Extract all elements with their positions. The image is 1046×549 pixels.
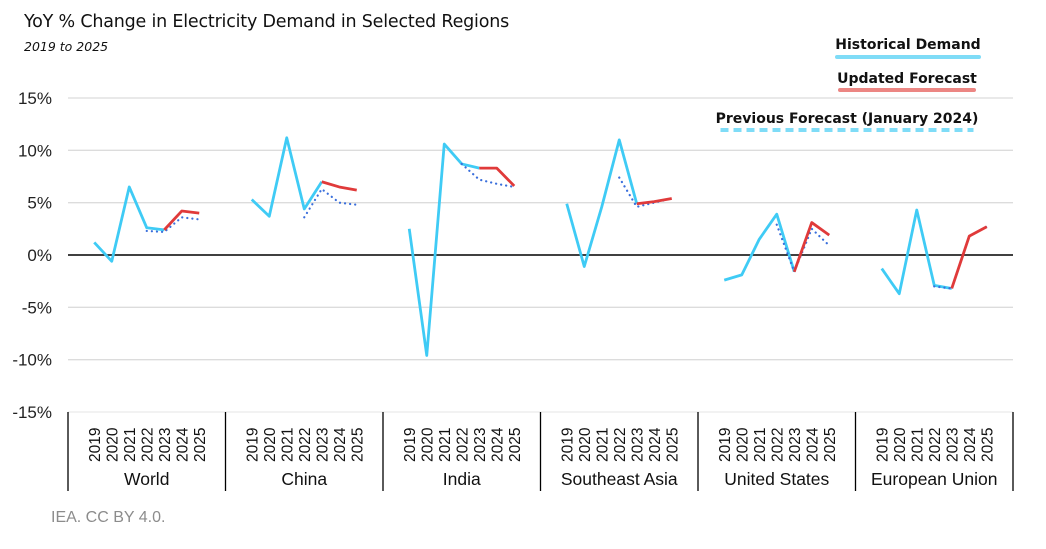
x-tick-label: 2024	[174, 427, 191, 462]
x-tick-label: 2021	[752, 428, 769, 462]
x-tick-label: 2025	[822, 428, 839, 462]
x-tick-label: 2020	[577, 427, 594, 462]
series-line-historical-united-states	[723, 212, 796, 282]
legend: Historical Demand Updated Forecast Previou…	[715, 30, 982, 139]
x-tick-label: 2020	[734, 427, 751, 462]
x-tick-label: 2019	[87, 428, 104, 462]
chart-title: YoY % Change in Electricity Demand in Se…	[24, 12, 510, 32]
x-tick-label: 2020	[419, 427, 436, 462]
x-tick-label: 2023	[157, 428, 174, 462]
series-line-previous-forecast-india	[460, 162, 516, 189]
legend-background	[715, 103, 980, 139]
y-tick-label: -15%	[12, 403, 52, 422]
x-tick-label: 2025	[664, 428, 681, 462]
x-tick-label: 2024	[332, 427, 349, 462]
y-axis: 15% 10% 5% 0% -5% -10% -15%	[12, 89, 52, 422]
x-group-label: India	[443, 469, 481, 489]
y-tick-label: 15%	[18, 89, 52, 108]
x-tick-label: 2020	[104, 427, 121, 462]
series-lines	[93, 136, 988, 357]
x-group-label: Southeast Asia	[561, 469, 678, 489]
x-tick-label: 2019	[244, 428, 261, 462]
x-tick-label: 2025	[507, 428, 524, 462]
x-group-label: China	[281, 469, 327, 489]
x-tick-label: 2020	[892, 427, 909, 462]
x-tick-label: 2021	[279, 428, 296, 462]
legend-label: Updated Forecast	[837, 71, 977, 87]
x-tick-label: 2025	[349, 428, 366, 462]
x-tick-label: 2024	[962, 427, 979, 462]
x-tick-label: 2019	[402, 428, 419, 462]
x-tick-label: 2023	[314, 428, 331, 462]
x-tick-label: 2021	[437, 428, 454, 462]
x-tick-label: 2019	[874, 428, 891, 462]
x-tick-label: 2025	[192, 428, 209, 462]
y-tick-label: -10%	[12, 351, 52, 370]
series-line-previous-forecast-european-union	[933, 225, 988, 290]
series-line-historical-world	[93, 185, 165, 263]
chart-subtitle: 2019 to 2025	[24, 39, 109, 54]
x-tick-label: 2022	[769, 428, 786, 462]
x-tick-label: 2024	[804, 427, 821, 462]
y-tick-label: 10%	[18, 141, 52, 160]
x-group-label: World	[124, 469, 169, 489]
x-tick-label: 2020	[262, 427, 279, 462]
x-tick-label: 2022	[612, 428, 629, 462]
x-tick-label: 2019	[717, 428, 734, 462]
x-tick-label: 2022	[927, 428, 944, 462]
x-tick-label: 2023	[944, 428, 961, 462]
x-tick-label: 2024	[647, 427, 664, 462]
gridlines	[68, 97, 1013, 413]
x-tick-label: 2023	[629, 428, 646, 462]
x-tick-label: 2021	[909, 428, 926, 462]
x-group-label: European Union	[871, 469, 997, 489]
x-tick-label: 2025	[979, 428, 996, 462]
x-tick-label: 2021	[122, 428, 139, 462]
source-note: IEA. CC BY 4.0.	[51, 509, 166, 526]
x-group-label: United States	[724, 469, 829, 489]
series-line-updated-forecast-european-union	[950, 225, 988, 289]
x-tick-label: 2022	[297, 428, 314, 462]
y-tick-label: 5%	[27, 194, 52, 213]
legend-label: Historical Demand	[835, 37, 980, 53]
series-line-historical-european-union	[880, 208, 952, 296]
series-line-historical-india	[407, 142, 480, 357]
y-tick-label: -5%	[22, 298, 52, 317]
legend-label: Previous Forecast (January 2024)	[716, 111, 979, 127]
x-tick-label: 2022	[454, 428, 471, 462]
x-tick-label: 2023	[472, 428, 489, 462]
series-line-previous-forecast-united-states	[775, 223, 831, 273]
x-tick-label: 2023	[787, 428, 804, 462]
x-tick-label: 2022	[139, 428, 156, 462]
series-line-updated-forecast-china	[321, 180, 357, 192]
x-tick-label: 2019	[559, 428, 576, 462]
legend-background	[832, 30, 982, 96]
x-tick-label: 2024	[489, 427, 506, 462]
y-tick-label: 0%	[27, 246, 52, 265]
x-tick-label: 2021	[594, 428, 611, 462]
